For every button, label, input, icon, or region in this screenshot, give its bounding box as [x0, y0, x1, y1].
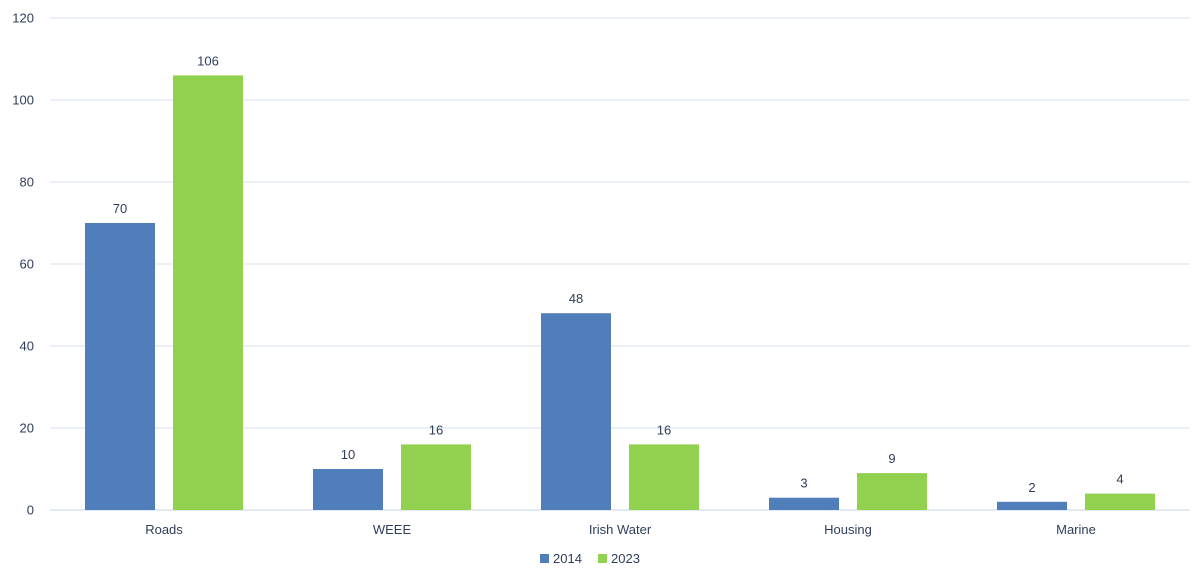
- y-tick-label: 20: [20, 421, 34, 436]
- data-label: 48: [569, 291, 583, 306]
- bar-2014-housing: [769, 497, 839, 510]
- x-category-label: Irish Water: [589, 522, 652, 537]
- data-label: 16: [429, 422, 443, 437]
- x-category-label: Housing: [824, 522, 872, 537]
- bar-2014-weee: [313, 469, 383, 510]
- y-tick-label: 0: [27, 503, 34, 518]
- x-category-label: Marine: [1056, 522, 1096, 537]
- data-label: 70: [113, 201, 127, 216]
- y-tick-label: 40: [20, 339, 34, 354]
- legend-label-2023: 2023: [611, 551, 640, 566]
- data-label: 3: [800, 476, 807, 491]
- legend-label-2014: 2014: [553, 551, 582, 566]
- legend-swatch-2023: [598, 554, 607, 563]
- data-label: 4: [1116, 472, 1123, 487]
- bar-2014-irish-water: [541, 313, 611, 510]
- bar-2014-marine: [997, 501, 1067, 510]
- x-category-label: Roads: [145, 522, 183, 537]
- y-tick-label: 80: [20, 175, 34, 190]
- bar-2014-roads: [85, 223, 155, 510]
- y-tick-label: 120: [12, 11, 34, 26]
- legend: 2014 2023: [540, 551, 640, 566]
- data-label: 16: [657, 422, 671, 437]
- y-tick-label: 100: [12, 93, 34, 108]
- bar-2023-roads: [173, 75, 243, 511]
- data-labels: 70 106 10 16 48 16 3 9 2 4: [113, 53, 1124, 494]
- bars: [85, 75, 1155, 511]
- data-label: 10: [341, 447, 355, 462]
- bar-2023-housing: [857, 473, 927, 510]
- x-axis: Roads WEEE Irish Water Housing Marine: [145, 522, 1096, 537]
- bar-2023-weee: [401, 444, 471, 510]
- y-axis: 0 20 40 60 80 100 120: [12, 11, 34, 518]
- bar-2023-irish-water: [629, 444, 699, 510]
- y-tick-label: 60: [20, 257, 34, 272]
- data-label: 2: [1028, 480, 1035, 495]
- data-label: 106: [197, 53, 219, 68]
- bar-2023-marine: [1085, 493, 1155, 510]
- data-label: 9: [888, 451, 895, 466]
- legend-swatch-2014: [540, 554, 549, 563]
- x-category-label: WEEE: [373, 522, 412, 537]
